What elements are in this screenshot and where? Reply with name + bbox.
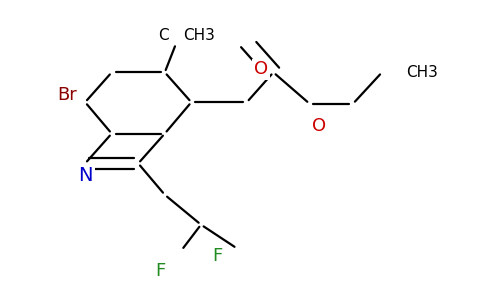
Text: N: N <box>78 166 92 185</box>
Text: Br: Br <box>58 86 77 104</box>
Text: O: O <box>312 117 326 135</box>
Text: F: F <box>155 262 165 280</box>
Text: CH3: CH3 <box>406 65 438 80</box>
Text: CH3: CH3 <box>183 28 215 43</box>
Text: C: C <box>158 28 168 43</box>
Text: F: F <box>213 247 223 265</box>
Text: O: O <box>254 60 268 78</box>
